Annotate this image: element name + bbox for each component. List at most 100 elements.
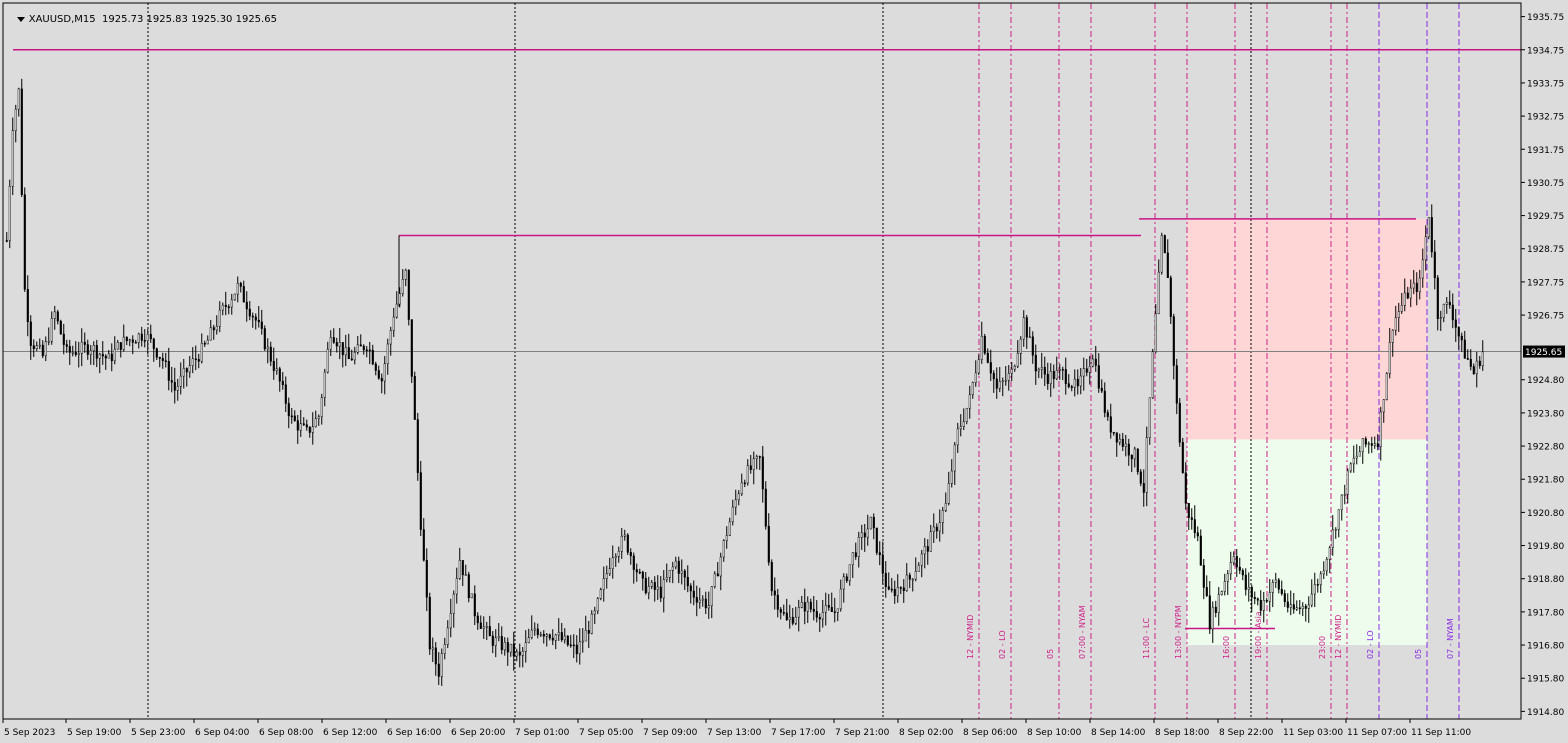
candle-body [1064, 369, 1067, 384]
candle-body [533, 628, 536, 631]
candle-body [71, 352, 74, 354]
candle-body [455, 578, 458, 595]
candle-body [1181, 442, 1184, 474]
session-label: 16:00 [1222, 636, 1231, 659]
candle-body [842, 576, 845, 590]
sessions-layer: 12 - NYMID 02 - LO 05 07:00 - NYAM 11:00 - L… [966, 3, 1460, 719]
session-label: 11:00 - LC [1142, 618, 1151, 659]
candle-body [671, 566, 674, 571]
price-tick-label: 1932.75 [1527, 113, 1564, 123]
candle-body [1244, 574, 1247, 590]
candle-body [302, 423, 305, 425]
candle-body [488, 626, 491, 637]
candle-body [668, 570, 671, 578]
candle-body [1412, 282, 1415, 289]
candle-body [632, 555, 635, 570]
candle-body [938, 522, 941, 532]
candle-body [11, 130, 14, 187]
candle-body [1184, 472, 1187, 504]
candle-body [353, 352, 356, 361]
candle-body [173, 381, 176, 391]
price-tick-label: 1929.75 [1527, 212, 1564, 222]
candle-body [959, 426, 962, 430]
candle-body [1400, 305, 1403, 312]
candle-body [497, 636, 500, 639]
candle-body [572, 644, 575, 647]
candle-body [545, 634, 548, 637]
candle-body [1265, 600, 1268, 602]
candle-body [1085, 368, 1088, 373]
candle-body [191, 358, 194, 366]
candle-body [893, 589, 896, 597]
candle-body [878, 552, 881, 556]
time-tick-label: 7 Sep 01:00 [515, 728, 570, 738]
candle-body [1481, 351, 1484, 367]
candle-body [620, 535, 623, 552]
candle-body [251, 315, 254, 318]
candle-body [1175, 365, 1178, 404]
candle-body [1139, 471, 1142, 484]
candle-body [932, 526, 935, 532]
candle-body [731, 506, 734, 523]
candle-body [1289, 604, 1292, 608]
candle-body [548, 634, 551, 639]
candle-body [5, 240, 8, 242]
candle-body [665, 577, 668, 580]
candle-body [419, 472, 422, 530]
candle-body [692, 590, 695, 598]
candle-body [872, 516, 875, 529]
candle-body [965, 407, 968, 422]
candle-body [725, 535, 728, 541]
candle-body [449, 613, 452, 629]
candle-body [1205, 587, 1208, 596]
candle-body [257, 319, 260, 323]
candle-body [272, 361, 275, 371]
candle-body [1442, 304, 1445, 318]
time-tick-label: 7 Sep 13:00 [707, 728, 762, 738]
collapse-triangle-icon[interactable] [16, 16, 25, 22]
candle-body [821, 611, 824, 620]
current-price-badge [1523, 345, 1565, 358]
candle-body [677, 560, 680, 574]
time-tick-label: 11 Sep 11:00 [1411, 728, 1471, 738]
candle-body [695, 597, 698, 603]
candle-body [209, 327, 212, 341]
candle-body [902, 587, 905, 591]
price-tick-label: 1918.80 [1527, 575, 1564, 585]
candle-body [1313, 584, 1316, 595]
candle-body [521, 651, 524, 656]
candle-body [941, 510, 944, 523]
candle-body [227, 306, 230, 308]
candle-body [104, 355, 107, 359]
candle-body [710, 586, 713, 606]
price-tick-label: 1916.80 [1527, 642, 1564, 652]
candle-body [1310, 593, 1313, 606]
candle-body [1043, 367, 1046, 375]
candle-body [47, 340, 50, 343]
time-tick-label: 11 Sep 07:00 [1347, 728, 1407, 738]
time-tick-label: 11 Sep 03:00 [1283, 728, 1343, 738]
candle-body [350, 358, 353, 361]
candle-body [746, 465, 749, 484]
candle-body [674, 560, 677, 568]
candle-body [515, 651, 518, 657]
candle-body [656, 586, 659, 590]
time-tick-label: 8 Sep 14:00 [1091, 728, 1146, 738]
candle-body [1328, 547, 1331, 560]
candle-body [1352, 457, 1355, 465]
candle-body [662, 579, 665, 599]
candle-body [1193, 519, 1196, 533]
candle-body [1202, 565, 1205, 588]
candle-body [1397, 311, 1400, 318]
candle-body [1376, 443, 1379, 448]
candle-body [800, 602, 803, 608]
candle-body [1463, 339, 1466, 359]
candle-body [512, 643, 515, 657]
candle-body [608, 568, 611, 574]
candle-body [989, 362, 992, 374]
candle-body [983, 336, 986, 354]
time-tick-label: 7 Sep 05:00 [579, 728, 634, 738]
candle-body [1304, 605, 1307, 609]
